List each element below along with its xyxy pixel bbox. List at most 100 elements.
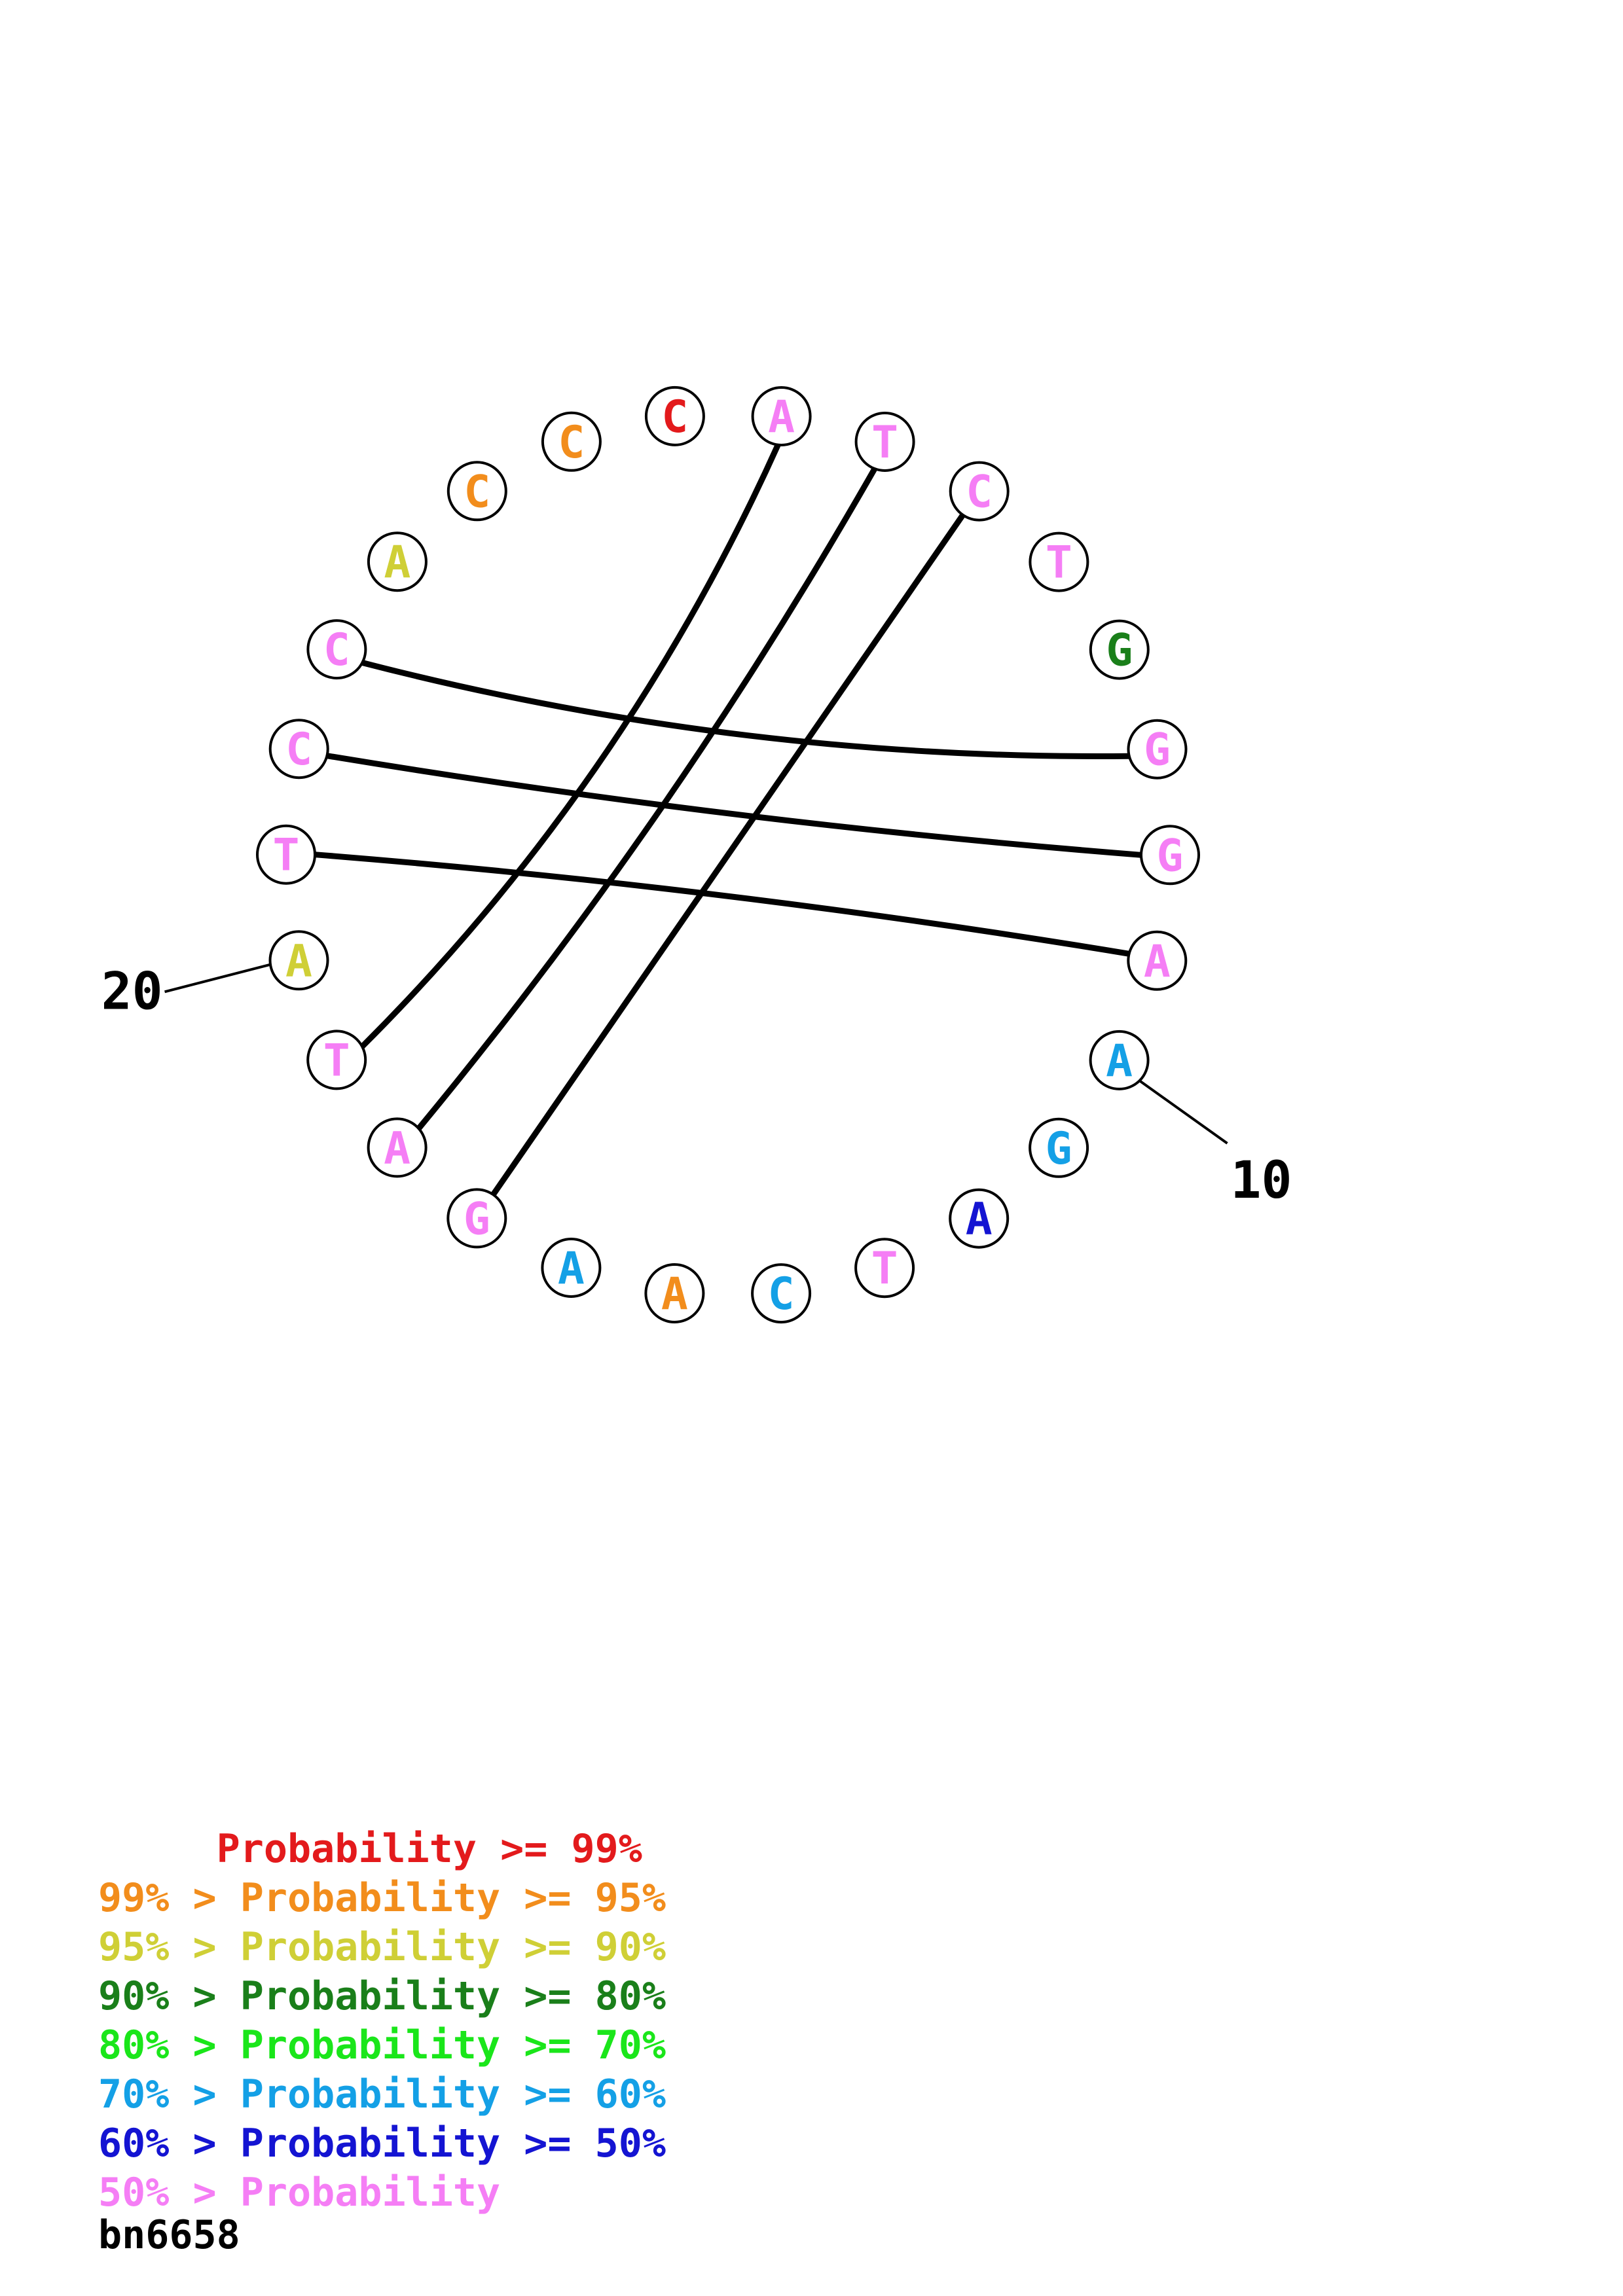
nucleotide-17: G [447, 1188, 507, 1249]
nucleotide-circle [949, 1188, 1010, 1249]
nucleotide-circle [644, 386, 705, 446]
nucleotide-base: A [966, 1194, 993, 1246]
nucleotide-1: C [644, 386, 705, 446]
index-label-20: 20 [101, 962, 163, 1021]
nucleotide-circle [306, 1030, 367, 1090]
nucleotide-base: C [323, 624, 350, 676]
nucleotide-base: T [323, 1035, 350, 1086]
nucleotide-12: A [949, 1188, 1010, 1249]
sequence-id: bn6658 [98, 2212, 240, 2258]
nucleotide-base: G [464, 1193, 490, 1245]
nucleotide-base: T [871, 417, 898, 469]
pair-line-4-17 [490, 513, 966, 1196]
nucleotide-circle [268, 930, 329, 991]
nucleotide-circle [541, 411, 602, 472]
legend-row-p60: 70% > Probability >= 60% [98, 2072, 666, 2117]
legend-row-low: 50% > Probability [98, 2170, 501, 2215]
index-tick-10 [1139, 1080, 1228, 1145]
nucleotide-circle [1089, 619, 1150, 680]
nucleotide-base: C [661, 391, 688, 443]
nucleotide-circle [854, 1238, 915, 1299]
nucleotide-23: C [306, 619, 367, 680]
nucleotide-19: T [306, 1030, 367, 1090]
nucleotide-circle [306, 619, 367, 680]
nucleotide-6: G [1089, 619, 1150, 680]
pair-line-2-19 [360, 443, 781, 1049]
nucleotide-22: C [268, 719, 329, 780]
nucleotide-base: G [1157, 830, 1184, 882]
nucleotide-base: A [1106, 1035, 1133, 1087]
nucleotide-18: A [367, 1117, 428, 1178]
nucleotide-circle [1127, 719, 1188, 780]
index-ticks: 10 20 [101, 962, 1292, 1210]
nucleotide-circle [1029, 531, 1089, 592]
nucleotide-base: A [285, 935, 312, 987]
pair-line-7-23 [361, 660, 1129, 759]
index-label-10: 10 [1231, 1151, 1292, 1210]
nucleotide-circle [256, 824, 316, 885]
nucleotide-base: G [1144, 725, 1171, 776]
nucleotide-base: C [464, 466, 490, 518]
nucleotide-circle [367, 531, 428, 592]
nucleotide-9: A [1127, 930, 1188, 991]
nucleotide-circle [268, 719, 329, 780]
nucleotide-base: T [871, 1243, 898, 1295]
nucleotide-26: C [541, 411, 602, 472]
nucleotide-circle [854, 412, 915, 472]
pair-line-8-22 [326, 753, 1142, 858]
nucleotide-base: A [661, 1268, 688, 1320]
nucleotide-base: A [558, 1243, 585, 1295]
nucleotide-16: A [541, 1238, 602, 1298]
nucleotide-15: A [644, 1263, 705, 1323]
legend-row-p99: Probability >= 99% [98, 1826, 642, 1872]
nucleotide-base: C [768, 1268, 795, 1320]
nucleotide-7: G [1127, 719, 1188, 780]
nucleotide-8: G [1140, 825, 1200, 886]
nucleotide-circle [1029, 1117, 1089, 1178]
nucleotide-base: A [384, 1122, 410, 1174]
nucleotide-circle [1089, 1030, 1150, 1090]
nucleotide-base: T [1046, 537, 1072, 589]
nucleotide-circle [949, 461, 1010, 522]
legend-row-p80: 90% > Probability >= 80% [98, 1973, 666, 2019]
nucleotide-circle [447, 1188, 507, 1249]
nucleotide-20: A [268, 930, 329, 991]
nucleotide-14: C [751, 1263, 812, 1324]
pair-line-3-18 [416, 467, 877, 1131]
pair-line-9-21 [314, 852, 1130, 957]
nucleotide-circle [367, 1117, 428, 1178]
nucleotide-base: A [768, 391, 795, 443]
index-tick-20 [164, 963, 272, 994]
nucleotide-10: A [1089, 1030, 1150, 1090]
nucleotide-circle [447, 461, 507, 522]
nucleotide-2: A [751, 386, 812, 446]
nucleotide-circle [541, 1238, 602, 1298]
base-pair-lines [314, 443, 1142, 1196]
nucleotide-base: A [384, 537, 410, 588]
nucleotide-base: G [1106, 625, 1133, 677]
probability-legend: Probability >= 99% 99% > Probability >= 9… [98, 1825, 666, 2217]
nucleotide-base: C [966, 467, 993, 518]
nucleotide-circle [751, 1263, 812, 1324]
nucleotide-11: G [1029, 1117, 1089, 1178]
nucleotide-base: A [1144, 936, 1171, 988]
nucleotide-circle [644, 1263, 705, 1323]
nucleotide-5: T [1029, 531, 1089, 592]
legend-row-p90: 95% > Probability >= 90% [98, 1924, 666, 1970]
nucleotide-base: C [558, 417, 585, 469]
nucleotide-4: C [949, 461, 1010, 522]
nucleotide-circle [1140, 825, 1200, 886]
nucleotide-base: G [1046, 1123, 1072, 1175]
nucleotide-3: T [854, 412, 915, 472]
nucleotide-base: C [285, 724, 312, 776]
nucleotide-21: T [256, 824, 316, 885]
legend-row-p70: 80% > Probability >= 70% [98, 2022, 666, 2068]
nucleotide-circle [751, 386, 812, 446]
nucleotide-24: A [367, 531, 428, 592]
nucleotide-13: T [854, 1238, 915, 1299]
nucleotide-circle [1127, 930, 1188, 991]
nucleotide-25: C [447, 461, 507, 522]
nucleotide-base: T [273, 830, 300, 882]
